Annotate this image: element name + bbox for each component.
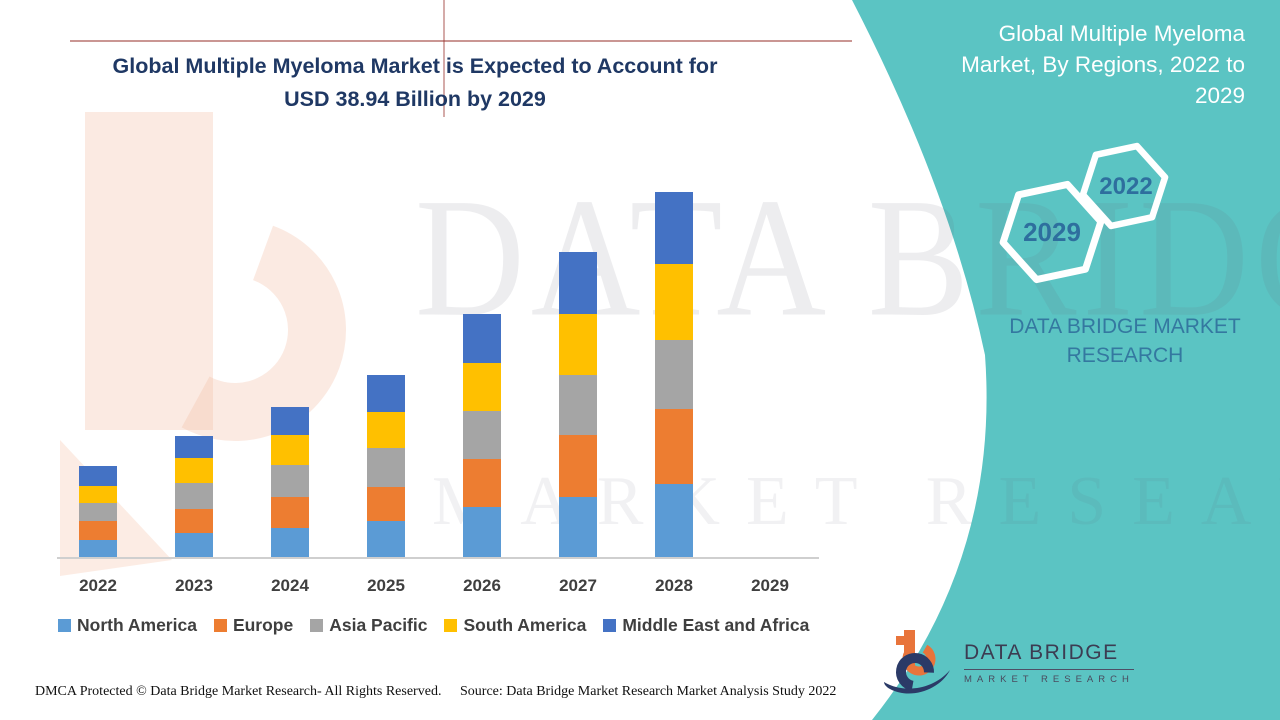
- bar-2027-segment-asia-pacific: [559, 375, 597, 435]
- logo-name: DATA BRIDGE: [964, 641, 1134, 670]
- legend-label-south-america: South America: [463, 615, 587, 635]
- side-panel-title: Global Multiple Myeloma Market, By Regio…: [915, 18, 1245, 111]
- chart-legend: North America Europe Asia Pacific South Ame…: [58, 615, 828, 636]
- x-axis-label-2026: 2026: [463, 576, 501, 595]
- chart-title-line2: USD 38.94 Billion by 2029: [284, 87, 546, 111]
- bar-2024-segment-middle-east-and-africa: [271, 407, 309, 435]
- bar-2026-segment-north-america: [463, 507, 501, 558]
- legend-label-europe: Europe: [232, 615, 294, 635]
- bar-2027-segment-south-america: [559, 314, 597, 375]
- x-axis-line: [57, 557, 819, 559]
- brand-text-line2: RESEARCH: [1066, 344, 1184, 367]
- bar-2028-segment-north-america: [655, 484, 693, 558]
- company-logo: DATA BRIDGE MARKET RESEARCH: [882, 630, 1134, 696]
- x-axis-label-2029: 2029: [751, 576, 789, 595]
- bar-2022-segment-middle-east-and-africa: [79, 466, 117, 486]
- chart-title-line1: Global Multiple Myeloma Market is Expect…: [112, 54, 718, 78]
- side-panel-title-line1: Global Multiple Myeloma: [998, 21, 1245, 46]
- legend-item-asia-pacific: Asia Pacific: [310, 615, 427, 636]
- legend-item-middle-east-and-africa: Middle East and Africa: [603, 615, 809, 636]
- bar-2024-segment-europe: [271, 497, 309, 528]
- brand-text: DATA BRIDGE MARKET RESEARCH: [1003, 312, 1247, 370]
- bar-2025-segment-south-america: [367, 412, 405, 448]
- legend-item-europe: Europe: [213, 615, 294, 636]
- x-axis-label-2023: 2023: [175, 576, 213, 595]
- bar-2025-segment-north-america: [367, 521, 405, 558]
- logo-subtitle: MARKET RESEARCH: [964, 674, 1134, 685]
- bar-2028-segment-south-america: [655, 264, 693, 340]
- bar-2027-segment-north-america: [559, 497, 597, 558]
- bar-2022-segment-south-america: [79, 486, 117, 503]
- legend-swatch-europe: [213, 619, 227, 632]
- logo-text: DATA BRIDGE MARKET RESEARCH: [964, 641, 1134, 685]
- chart-title: Global Multiple Myeloma Market is Expect…: [70, 50, 760, 116]
- bar-2023-segment-europe: [175, 509, 213, 533]
- x-axis-label-2022: 2022: [79, 576, 117, 595]
- bar-2022-segment-asia-pacific: [79, 503, 117, 521]
- bar-2023-segment-asia-pacific: [175, 483, 213, 509]
- side-panel-title-line3: 2029: [1194, 83, 1245, 108]
- x-axis-label-2028: 2028: [655, 576, 693, 595]
- bar-2023-segment-middle-east-and-africa: [175, 436, 213, 458]
- legend-label-middle-east-and-africa: Middle East and Africa: [622, 615, 810, 635]
- bar-2027-segment-middle-east-and-africa: [559, 252, 597, 314]
- bar-2028-segment-europe: [655, 409, 693, 484]
- dmca-notice: DMCA Protected © Data Bridge Market Rese…: [35, 684, 442, 699]
- legend-label-asia-pacific: Asia Pacific: [329, 615, 428, 635]
- bar-2026-segment-south-america: [463, 363, 501, 411]
- legend-label-north-america: North America: [77, 615, 197, 635]
- x-axis-label-2025: 2025: [367, 576, 405, 595]
- bar-2026-segment-asia-pacific: [463, 411, 501, 459]
- bar-2026-segment-europe: [463, 459, 501, 507]
- x-axis-label-2027: 2027: [559, 576, 597, 595]
- bar-2024-segment-asia-pacific: [271, 465, 309, 497]
- bar-2023-segment-south-america: [175, 458, 213, 483]
- legend-swatch-south-america: [444, 619, 458, 632]
- bar-2023-segment-north-america: [175, 533, 213, 558]
- bar-2028-segment-middle-east-and-africa: [655, 192, 693, 264]
- bar-2022-segment-north-america: [79, 540, 117, 558]
- brand-text-line1: DATA BRIDGE MARKET: [1009, 315, 1241, 338]
- legend-item-south-america: South America: [444, 615, 586, 636]
- x-axis-label-2024: 2024: [271, 576, 309, 595]
- bar-2025-segment-europe: [367, 487, 405, 521]
- bar-2028-segment-asia-pacific: [655, 340, 693, 409]
- side-panel-title-line2: Market, By Regions, 2022 to: [961, 52, 1245, 77]
- bar-2025-segment-asia-pacific: [367, 448, 405, 487]
- bar-2022-segment-europe: [79, 521, 117, 540]
- bar-2025-segment-middle-east-and-africa: [367, 375, 405, 412]
- source-note: Source: Data Bridge Market Research Mark…: [460, 684, 837, 699]
- bar-2024-segment-north-america: [271, 528, 309, 558]
- legend-swatch-north-america: [58, 619, 71, 632]
- legend-swatch-asia-pacific: [310, 619, 324, 632]
- data-bridge-logo-icon: [884, 630, 950, 694]
- legend-swatch-middle-east-and-africa: [603, 619, 617, 632]
- bar-2024-segment-south-america: [271, 435, 309, 465]
- bar-2026-segment-middle-east-and-africa: [463, 314, 501, 363]
- bar-2027-segment-europe: [559, 435, 597, 497]
- legend-item-north-america: North America: [58, 615, 197, 636]
